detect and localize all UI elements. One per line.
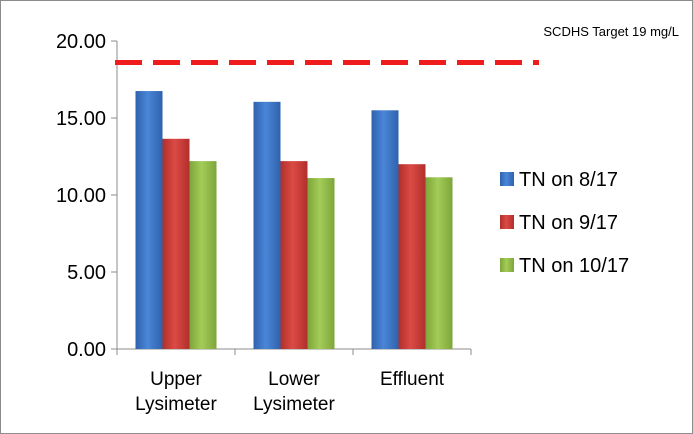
bar: [371, 110, 399, 349]
x-category-label: Lower: [268, 369, 320, 390]
legend-label: TN on 8/17: [519, 169, 618, 191]
bars: [135, 91, 453, 350]
bar: [253, 101, 281, 349]
target-label: SCDHS Target 19 mg/L: [543, 24, 679, 39]
legend: TN on 8/17 TN on 9/17 TN on 10/17: [500, 169, 629, 277]
bar: [189, 161, 217, 349]
legend-swatch: [500, 258, 514, 272]
bar: [162, 138, 190, 349]
legend-label: TN on 10/17: [519, 255, 629, 277]
x-category-label: Effluent: [380, 369, 445, 390]
y-tick-label: 5.00: [67, 262, 106, 284]
bar: [135, 91, 163, 350]
y-tick-label: 20.00: [56, 31, 106, 53]
target-line-group: SCDHS Target 19 mg/L: [115, 24, 679, 66]
y-tick-label: 0.00: [67, 339, 106, 361]
x-category-label: Lysimeter: [253, 394, 335, 415]
bar: [307, 178, 335, 349]
axes: 0.00 5.00 10.00 15.00 20.00 Upper Lysimeter Low…: [56, 31, 472, 415]
bar: [425, 177, 453, 349]
legend-label: TN on 9/17: [519, 212, 618, 234]
x-category-label: Upper: [150, 369, 202, 390]
x-category-label: Lysimeter: [135, 394, 217, 415]
y-tick-label: 15.00: [56, 108, 106, 130]
bar: [280, 161, 308, 349]
bar: [398, 164, 426, 349]
legend-swatch: [500, 215, 514, 229]
y-tick-label: 10.00: [56, 185, 106, 207]
legend-swatch: [500, 172, 514, 186]
